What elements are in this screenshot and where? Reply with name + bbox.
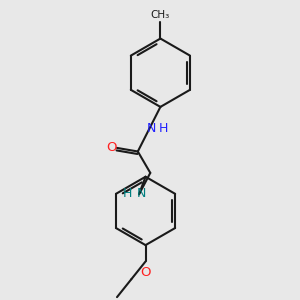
Text: H: H <box>123 187 132 200</box>
Text: O: O <box>140 266 151 279</box>
Text: CH₃: CH₃ <box>151 10 170 20</box>
Text: N: N <box>137 187 146 200</box>
Text: H: H <box>159 122 168 134</box>
Text: N: N <box>147 122 156 134</box>
Text: O: O <box>106 141 117 154</box>
